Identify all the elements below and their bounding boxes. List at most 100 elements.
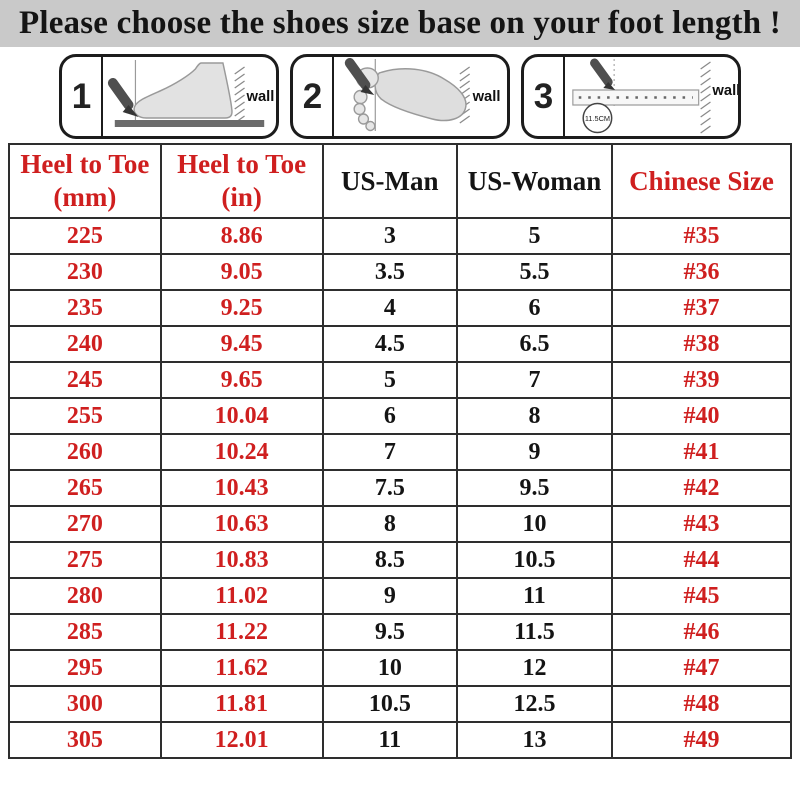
size-cell: 12.5 bbox=[456, 685, 613, 723]
table-row: 225 8.86 3 5 #35 bbox=[8, 217, 793, 255]
size-cell: 13 bbox=[456, 721, 613, 759]
size-cell: 265 bbox=[8, 469, 162, 507]
table-row: 280 11.02 9 11 #45 bbox=[8, 577, 793, 615]
size-cell: 285 bbox=[8, 613, 162, 651]
size-cell: 275 bbox=[8, 541, 162, 579]
size-cell: 11 bbox=[321, 721, 459, 759]
size-cell: 11.02 bbox=[159, 577, 324, 615]
length-label: 11.5CM bbox=[585, 114, 610, 123]
table-row: 305 12.01 11 13 #49 bbox=[8, 721, 793, 759]
size-cell: 235 bbox=[8, 289, 162, 327]
size-cell: 10.24 bbox=[159, 433, 324, 471]
pencil-tip bbox=[603, 82, 616, 90]
size-table: Heel to Toe (mm) Heel to Toe (in) US-Man… bbox=[8, 143, 793, 759]
length-circle bbox=[582, 102, 613, 134]
size-cell: 7 bbox=[456, 361, 613, 399]
size-cell: #46 bbox=[610, 613, 793, 651]
table-row: 275 10.83 8.5 10.5 #44 bbox=[8, 541, 793, 579]
size-cell: 10 bbox=[456, 505, 613, 543]
col-header-us-woman: US-Woman bbox=[456, 143, 613, 219]
size-cell: 10.5 bbox=[321, 685, 459, 723]
ground-bar bbox=[114, 120, 265, 127]
step-3-illustration: 11.5CM wall bbox=[565, 57, 738, 136]
size-cell: 9.25 bbox=[159, 289, 324, 327]
size-cell: 245 bbox=[8, 361, 162, 399]
size-cell: 10.63 bbox=[159, 505, 324, 543]
size-cell: 230 bbox=[8, 253, 162, 291]
size-cell: 11.81 bbox=[159, 685, 324, 723]
size-cell: 270 bbox=[8, 505, 162, 543]
pencil-icon bbox=[107, 78, 134, 110]
size-cell: 10.83 bbox=[159, 541, 324, 579]
size-cell: #48 bbox=[610, 685, 793, 723]
size-cell: 260 bbox=[8, 433, 162, 471]
size-cell: 6 bbox=[321, 397, 459, 435]
size-cell: #36 bbox=[610, 253, 793, 291]
size-cell: 280 bbox=[8, 577, 162, 615]
step-2-illustration: wall bbox=[334, 57, 507, 136]
size-cell: #45 bbox=[610, 577, 793, 615]
wall-label: wall bbox=[711, 83, 738, 99]
size-cell: 12 bbox=[456, 649, 613, 687]
size-cell: 3.5 bbox=[321, 253, 459, 291]
step-panel-2: 2 bbox=[290, 54, 510, 139]
size-cell: 10.5 bbox=[456, 541, 613, 579]
page-title: Please choose the shoes size base on you… bbox=[18, 5, 781, 41]
pencil-tip bbox=[122, 105, 139, 117]
size-cell: 11.22 bbox=[159, 613, 324, 651]
table-row: 270 10.63 8 10 #43 bbox=[8, 505, 793, 543]
table-row: 235 9.25 4 6 #37 bbox=[8, 289, 793, 327]
size-cell: 8 bbox=[321, 505, 459, 543]
col-header-heel-to-toe-mm: Heel to Toe (mm) bbox=[8, 143, 162, 219]
header-line: Heel to Toe bbox=[20, 149, 150, 180]
table-row: 240 9.45 4.5 6.5 #38 bbox=[8, 325, 793, 363]
size-cell: 6 bbox=[456, 289, 613, 327]
ruler-measure-icon: 11.5CM wall bbox=[572, 58, 738, 134]
header-line: (mm) bbox=[53, 182, 117, 212]
step-number: 1 bbox=[62, 57, 103, 136]
pencil-icon bbox=[590, 58, 613, 87]
size-cell: 225 bbox=[8, 217, 162, 255]
table-row: 255 10.04 6 8 #40 bbox=[8, 397, 793, 435]
size-cell: 9 bbox=[456, 433, 613, 471]
header-line: (in) bbox=[221, 182, 262, 212]
col-header-chinese-size: Chinese Size bbox=[610, 143, 793, 219]
shoe-size-chart: Please choose the shoes size base on you… bbox=[0, 0, 800, 759]
header-line: Chinese Size bbox=[629, 165, 774, 196]
size-cell: 12.01 bbox=[159, 721, 324, 759]
step-number: 3 bbox=[524, 57, 565, 136]
size-cell: 7 bbox=[321, 433, 459, 471]
size-cell: 3 bbox=[321, 217, 459, 255]
size-cell: 300 bbox=[8, 685, 162, 723]
size-table-body: 225 8.86 3 5 #35 230 9.05 3.5 5.5 #36 235 9.25 4 6 #37… bbox=[8, 217, 793, 759]
size-cell: #47 bbox=[610, 649, 793, 687]
size-cell: #43 bbox=[610, 505, 793, 543]
table-row: 245 9.65 5 7 #39 bbox=[8, 361, 793, 399]
size-cell: 10 bbox=[321, 649, 459, 687]
size-table-header: Heel to Toe (mm) Heel to Toe (in) US-Man… bbox=[8, 143, 793, 219]
footprint-measure-icon: wall bbox=[344, 58, 500, 132]
wall-hatching bbox=[700, 61, 711, 134]
wall-hatching bbox=[234, 66, 245, 124]
size-cell: 9.05 bbox=[159, 253, 324, 291]
size-cell: #38 bbox=[610, 325, 793, 363]
size-cell: 7.5 bbox=[321, 469, 459, 507]
size-cell: 8.86 bbox=[159, 217, 324, 255]
table-row: 260 10.24 7 9 #41 bbox=[8, 433, 793, 471]
size-cell: 9 bbox=[321, 577, 459, 615]
step-panel-1: 1 wall bbox=[59, 54, 279, 139]
size-cell: 10.04 bbox=[159, 397, 324, 435]
size-cell: #41 bbox=[610, 433, 793, 471]
size-cell: 9.5 bbox=[456, 469, 613, 507]
size-cell: 11.5 bbox=[456, 613, 613, 651]
wall-label: wall bbox=[246, 89, 275, 105]
col-header-us-man: US-Man bbox=[321, 143, 459, 219]
size-cell: #49 bbox=[610, 721, 793, 759]
pencil-tip bbox=[360, 85, 375, 95]
header-row: Heel to Toe (mm) Heel to Toe (in) US-Man… bbox=[8, 143, 793, 219]
size-cell: 305 bbox=[8, 721, 162, 759]
size-cell: 9.45 bbox=[159, 325, 324, 363]
size-cell: 240 bbox=[8, 325, 162, 363]
footprint-body bbox=[374, 68, 467, 122]
size-cell: #35 bbox=[610, 217, 793, 255]
